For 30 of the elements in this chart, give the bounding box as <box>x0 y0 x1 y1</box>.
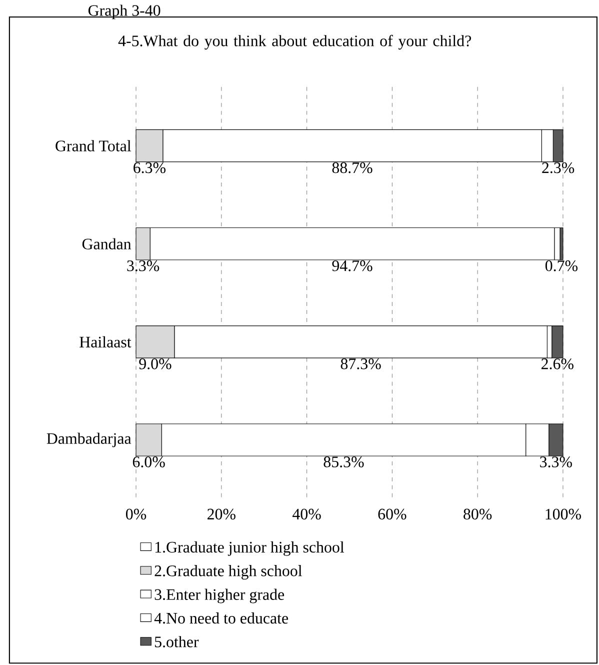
data-label: 9.0% <box>139 358 172 370</box>
x-tick-label: 80% <box>464 508 492 520</box>
x-tick-label: 0% <box>126 508 146 520</box>
data-label: 3.3% <box>127 260 160 272</box>
x-tick-label: 100% <box>546 508 582 520</box>
legend-label: 5.other <box>155 636 199 648</box>
data-label: 94.7% <box>332 260 372 272</box>
y-tick-label: Hailaast <box>80 336 132 348</box>
data-label: 6.3% <box>134 162 166 174</box>
x-tick-label: 40% <box>292 508 321 520</box>
data-label: 85.3% <box>324 456 364 468</box>
data-label: 2.6% <box>542 358 574 370</box>
data-label: 87.3% <box>340 358 381 370</box>
legend-label: 3.Enter higher grade <box>154 588 284 604</box>
data-label: 3.3% <box>540 456 572 468</box>
y-tick-label: Dambadarjaa <box>46 432 132 448</box>
legend-label: 2.Graduate high school <box>154 565 302 580</box>
x-tick-label: 20% <box>208 508 236 520</box>
y-tick-label: Gandan <box>82 238 132 250</box>
data-label: 2.3% <box>542 162 574 174</box>
y-tick-label: Grand Total <box>56 140 132 152</box>
x-tick-label: 60% <box>378 508 406 520</box>
data-label: 0.7% <box>546 260 578 272</box>
data-label: 6.0% <box>132 456 165 468</box>
legend-label: 4.No need to educate <box>154 612 288 624</box>
caption: Graph 3-40 <box>88 4 160 20</box>
legend-label: 1.Graduate junior high school <box>156 541 344 556</box>
bar <box>552 326 564 358</box>
data-label: 88.7% <box>332 162 372 174</box>
chart-title: 4-5.What do you think about education of your child? <box>118 34 472 50</box>
